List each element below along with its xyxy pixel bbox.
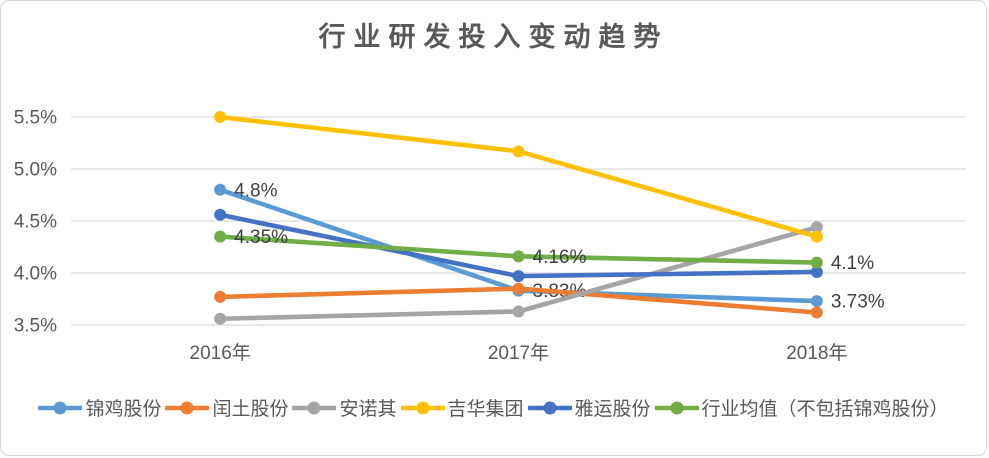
data-point-marker	[810, 256, 823, 269]
data-point-marker	[512, 270, 525, 283]
chart-title: 行业研发投入变动趋势	[318, 22, 669, 52]
data-label: 4.1%	[831, 253, 874, 274]
y-tick-label: 4.0%	[14, 264, 57, 285]
data-point-marker	[512, 305, 525, 318]
legend-label: 锦鸡股份	[85, 399, 162, 420]
legend-line-marker-icon	[38, 401, 83, 414]
data-point-marker	[214, 208, 227, 221]
data-point-marker	[214, 312, 227, 325]
data-label: 4.35%	[234, 227, 288, 248]
legend-label: 吉华集团	[447, 399, 524, 420]
y-tick-label: 4.5%	[14, 212, 57, 233]
data-point-marker	[810, 221, 823, 234]
legend-item-5: 行业均值（不包括锦鸡股份）	[654, 394, 949, 421]
series-line-4	[217, 212, 820, 279]
legend-item-3: 吉华集团	[400, 394, 524, 421]
data-label: 3.73%	[831, 292, 885, 313]
legend-line-marker-icon	[654, 401, 699, 414]
data-point-marker	[214, 111, 227, 123]
legend-label: 雅运股份	[574, 399, 651, 420]
chart-legend: 锦鸡股份 闰土股份 安诺其 吉华集团 雅运股份 行业均值（不包括锦鸡股份）	[1, 394, 986, 421]
legend-item-1: 闰土股份	[165, 394, 288, 421]
legend-line-marker-icon	[165, 401, 210, 414]
data-point-marker	[512, 250, 525, 263]
legend-item-0: 锦鸡股份	[38, 394, 161, 421]
data-point-marker	[512, 145, 525, 158]
legend-item-4: 雅运股份	[527, 394, 651, 421]
data-point-marker	[214, 290, 227, 303]
x-axis-label: 2017年	[488, 342, 549, 364]
data-label: 4.16%	[533, 247, 587, 268]
data-point-marker	[512, 282, 525, 295]
y-tick-label: 3.5%	[14, 316, 57, 337]
data-point-marker	[214, 183, 227, 196]
legend-line-marker-icon	[292, 401, 337, 414]
y-tick-label: 5.5%	[14, 108, 57, 129]
data-point-marker	[810, 230, 823, 243]
legend-label: 安诺其	[339, 399, 397, 420]
data-point-marker	[810, 265, 823, 278]
data-point-marker	[810, 306, 823, 319]
data-point-marker	[810, 295, 823, 308]
legend-item-2: 安诺其	[292, 394, 397, 421]
data-point-marker	[214, 230, 227, 243]
legend-line-marker-icon	[400, 401, 445, 414]
legend-label: 行业均值（不包括锦鸡股份）	[701, 399, 949, 420]
legend-label: 闰土股份	[212, 399, 289, 420]
y-tick-label: 5.0%	[14, 160, 57, 181]
x-axis-label: 2018年	[786, 342, 847, 364]
data-label: 4.8%	[234, 180, 277, 201]
x-axis-label: 2016年	[190, 342, 251, 364]
legend-line-marker-icon	[527, 401, 572, 414]
